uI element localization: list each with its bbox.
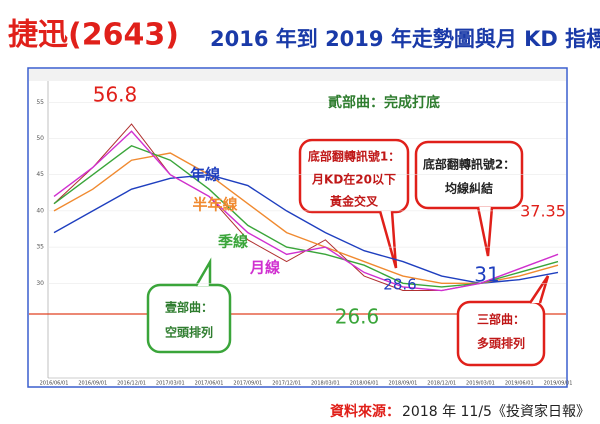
callout-text: 三部曲：: [477, 312, 525, 327]
y-tick-label: 30: [36, 280, 44, 287]
series-label: 季線: [218, 233, 248, 251]
x-tick-label: 2017/12/01: [272, 381, 301, 387]
y-tick-label: 45: [36, 171, 44, 178]
x-tick-label: 2016/12/01: [117, 381, 146, 387]
source-label: 資料來源：: [330, 403, 400, 420]
x-tick-label: 2017/03/01: [156, 381, 185, 387]
price-label: 28.6: [383, 276, 416, 294]
series-line: [53, 130, 559, 292]
x-tick-label: 2018/09/01: [389, 381, 418, 387]
callout-box: [456, 300, 546, 367]
callout-text: 底部翻轉訊號2：: [423, 157, 515, 172]
x-tick-label: 2017/09/01: [233, 381, 262, 387]
chart-subtitle: 2016 年到 2019 年走勢圖與月 KD 指標: [210, 27, 600, 51]
chart-title: 捷迅(2643): [8, 18, 179, 53]
series-line: [53, 174, 559, 284]
x-tick-label: 2019/06/01: [505, 381, 534, 387]
y-tick-label: 55: [36, 99, 44, 106]
price-label: 26.6: [335, 305, 380, 329]
callout-text: 黃金交叉: [329, 194, 379, 209]
callout-box: [298, 138, 410, 214]
x-tick-label: 2019/03/01: [466, 381, 495, 387]
y-tick-label: 40: [36, 207, 44, 214]
callout-tail: [528, 275, 550, 304]
series-label: 年線: [190, 166, 220, 184]
x-tick-label: 2018/03/01: [311, 381, 340, 387]
callout-tail: [194, 257, 212, 287]
price-label: 31: [474, 263, 499, 287]
series-label: 月線: [249, 259, 280, 277]
callout-text: 空頭排列: [165, 325, 213, 340]
callout-text: 多頭排列: [477, 336, 525, 351]
x-tick-label: 2018/12/01: [427, 381, 456, 387]
y-tick-label: 35: [36, 244, 44, 251]
price-label: 37.35: [520, 202, 566, 221]
source-text: 2018 年 11/5《投資家日報》: [402, 403, 590, 420]
callout-text: 壹部曲：: [165, 300, 213, 315]
series-label: 半年線: [192, 196, 237, 214]
callout-box: [414, 140, 524, 210]
stage-title: 貳部曲：完成打底: [328, 94, 440, 111]
x-tick-label: 2017/06/01: [195, 381, 224, 387]
price-label: 56.8: [93, 83, 138, 107]
x-tick-label: 2016/06/01: [40, 381, 69, 387]
callout-tail: [476, 206, 494, 257]
callout-box: [146, 283, 232, 354]
callout-text: 月KD在20以下: [311, 172, 396, 187]
x-tick-label: 2016/09/01: [78, 381, 107, 387]
callout-text: 底部翻轉訊號1：: [308, 149, 400, 164]
callout-text: 均線糾結: [445, 181, 493, 196]
x-tick-label: 2019/09/01: [544, 381, 573, 387]
callout-tail: [378, 210, 398, 269]
info-strip: [29, 69, 566, 81]
y-tick-label: 50: [36, 135, 44, 142]
x-tick-label: 2018/06/01: [350, 381, 379, 387]
